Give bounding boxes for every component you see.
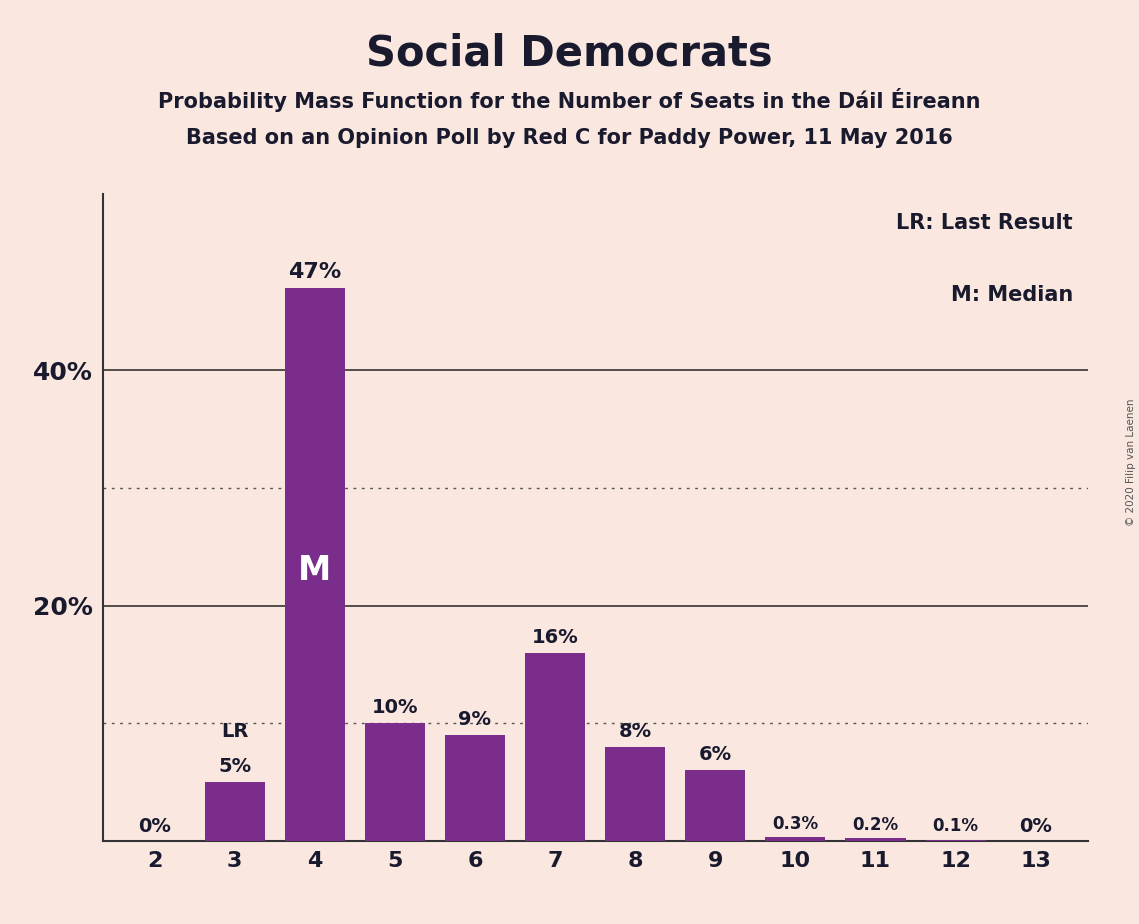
Text: M: Median: M: Median	[951, 285, 1073, 305]
Bar	[364, 723, 425, 841]
Bar	[765, 837, 826, 841]
Text: Probability Mass Function for the Number of Seats in the Dáil Éireann: Probability Mass Function for the Number…	[158, 88, 981, 112]
Text: 16%: 16%	[532, 627, 579, 647]
Text: 0.1%: 0.1%	[933, 817, 978, 835]
Bar	[605, 747, 665, 841]
Text: M: M	[298, 553, 331, 587]
Bar	[926, 840, 985, 841]
Text: 0.2%: 0.2%	[852, 816, 899, 833]
Text: 0%: 0%	[138, 817, 171, 836]
Text: 6%: 6%	[698, 746, 732, 764]
Text: 0.3%: 0.3%	[772, 815, 819, 833]
Text: © 2020 Filip van Laenen: © 2020 Filip van Laenen	[1126, 398, 1136, 526]
Bar	[445, 735, 505, 841]
Text: Based on an Opinion Poll by Red C for Paddy Power, 11 May 2016: Based on an Opinion Poll by Red C for Pa…	[186, 128, 953, 148]
Bar	[845, 838, 906, 841]
Text: 47%: 47%	[288, 262, 342, 282]
Text: LR: LR	[221, 722, 248, 741]
Text: Social Democrats: Social Democrats	[366, 32, 773, 74]
Bar	[686, 771, 745, 841]
Text: 5%: 5%	[218, 757, 252, 776]
Text: 0%: 0%	[1019, 817, 1052, 836]
Text: 8%: 8%	[618, 722, 652, 741]
Text: 10%: 10%	[371, 699, 418, 717]
Bar	[205, 782, 264, 841]
Text: LR: Last Result: LR: Last Result	[896, 213, 1073, 234]
Bar	[285, 288, 345, 841]
Text: 9%: 9%	[459, 711, 491, 729]
Bar	[525, 652, 585, 841]
